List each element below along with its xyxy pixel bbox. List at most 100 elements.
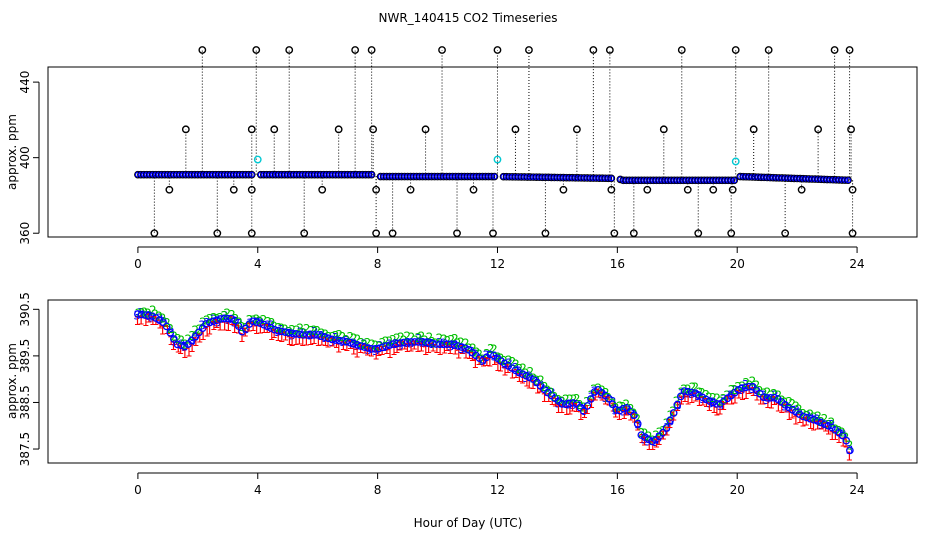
series-2-marker: 2 <box>264 315 272 329</box>
series-3-marker: 3 <box>709 395 717 409</box>
bottom-y-tick-label: 389.5 <box>18 339 32 373</box>
series-mean-point <box>331 336 340 344</box>
high-spike-point <box>830 46 839 54</box>
series-3-marker: 3 <box>678 387 686 401</box>
series-1-marker: 1 <box>802 415 810 429</box>
series-3-marker: 3 <box>468 345 476 359</box>
mid-spike-point <box>659 125 668 134</box>
series-1-marker: 1 <box>343 340 351 354</box>
series-1-marker: 1 <box>192 335 200 349</box>
low-spike-point <box>489 229 497 238</box>
series-3-marker: 3 <box>641 433 649 447</box>
series-2-marker: 2 <box>806 408 814 422</box>
series-2-marker: 2 <box>223 306 231 320</box>
series-1-marker: 1 <box>764 397 772 411</box>
series-1-marker: 1 <box>655 434 663 448</box>
series-2-marker: 2 <box>817 415 825 429</box>
series-3-marker: 3 <box>264 319 272 333</box>
series-mean-point <box>321 333 329 342</box>
series-3-marker: 3 <box>192 330 200 344</box>
baseline-point-outline <box>841 176 849 184</box>
series-2-marker: 2 <box>400 333 408 347</box>
series-1-marker: 1 <box>591 389 599 403</box>
series-2-marker: 2 <box>684 382 692 396</box>
series-mean-point <box>515 368 523 377</box>
mid-spike-point <box>247 125 256 134</box>
series-2-marker: 2 <box>573 392 581 406</box>
series-mean-point <box>141 311 149 319</box>
series-1-marker: 1 <box>216 320 224 334</box>
series-2-marker: 2 <box>728 383 736 397</box>
baseline-point-outline <box>730 176 739 185</box>
dip-point <box>318 185 327 194</box>
bottom-y-axis-label: approx. ppm <box>5 343 19 419</box>
top-axes: 0 4 8 12 16 20 24 360 400 440 <box>18 71 865 271</box>
series-2-marker: 2 <box>332 329 340 343</box>
series-mean-point <box>371 345 380 353</box>
series-2-marker: 2 <box>303 322 311 336</box>
series-3-marker: 3 <box>382 340 390 354</box>
series-1-marker: 1 <box>692 390 700 404</box>
series-2-marker: 2 <box>451 332 459 346</box>
series-mean-point <box>277 327 286 336</box>
dip-point <box>229 185 238 194</box>
mid-spike-point <box>572 125 581 134</box>
series-2-marker: 2 <box>397 330 405 344</box>
series-1-marker: 1 <box>188 341 196 355</box>
series-2-marker: 2 <box>403 329 411 343</box>
series-1-marker: 1 <box>540 391 548 405</box>
series-3-marker: 3 <box>221 309 229 323</box>
series-1-marker: 1 <box>558 402 566 416</box>
series-3-marker: 3 <box>372 344 380 358</box>
series-2-marker: 2 <box>260 313 268 327</box>
series-2-marker: 2 <box>541 380 549 394</box>
series-mean-point <box>137 310 146 319</box>
series-2-marker: 2 <box>213 312 221 326</box>
series-1-marker: 1 <box>491 354 499 368</box>
series-3-marker: 3 <box>156 312 164 326</box>
series-1-marker: 1 <box>583 403 591 417</box>
series-2-marker: 2 <box>659 424 667 438</box>
top-x-tick-label: 8 <box>374 257 382 271</box>
bottom-x-tick-label: 24 <box>849 483 864 497</box>
series-1-marker: 1 <box>785 409 793 423</box>
series-mean-point <box>619 404 628 413</box>
series-mean-point <box>633 420 642 428</box>
series-1-marker: 1 <box>282 330 290 344</box>
top-marks <box>134 46 857 238</box>
series-1-marker: 1 <box>471 357 479 371</box>
series-1-marker: 1 <box>372 349 380 363</box>
series-mean-point <box>605 394 613 403</box>
series-mean-point <box>220 314 229 323</box>
series-2-marker: 2 <box>814 410 822 424</box>
low-spike-point <box>781 229 790 238</box>
series-1-marker: 1 <box>623 405 631 419</box>
series-mean-point <box>677 392 685 401</box>
series-mean-point <box>335 336 344 345</box>
mid-spike-point <box>334 125 343 134</box>
mid-spike-point <box>847 125 855 134</box>
series-mean-point <box>709 398 718 407</box>
series-1-marker: 1 <box>249 320 257 334</box>
high-spike-point <box>525 46 533 54</box>
series-1-marker: 1 <box>321 335 329 349</box>
series-2-marker: 2 <box>785 395 793 409</box>
series-1-marker: 1 <box>256 322 264 336</box>
dip-point <box>372 185 381 194</box>
series-3-marker: 3 <box>591 384 599 398</box>
series-2-marker: 2 <box>426 331 434 345</box>
series-mean-point <box>303 331 311 339</box>
series-3-marker: 3 <box>181 340 189 354</box>
series-1-marker: 1 <box>792 414 800 428</box>
series-1-marker: 1 <box>523 375 531 389</box>
high-spike-point <box>438 46 446 54</box>
series-3-marker: 3 <box>522 371 530 385</box>
low-spike-point <box>541 229 550 238</box>
series-1-marker: 1 <box>333 337 341 351</box>
series-mean-point <box>328 335 336 344</box>
series-2-marker: 2 <box>753 378 761 392</box>
series-1-marker: 1 <box>681 391 689 405</box>
series-mean-point <box>659 428 667 437</box>
series-1-marker: 1 <box>713 404 721 418</box>
series-mean-point <box>216 315 225 323</box>
